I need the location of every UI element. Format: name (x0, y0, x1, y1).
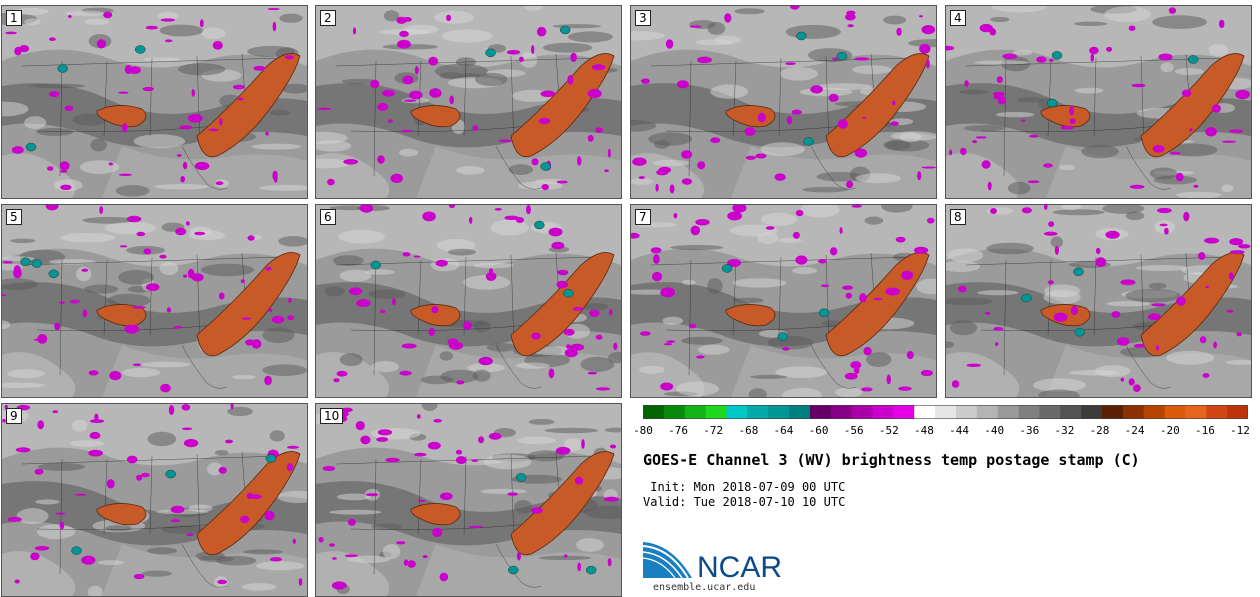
colorbar-swatch (1143, 405, 1166, 419)
colorbar-tick-label: -40 (984, 424, 1005, 437)
colorbar-tick-label: -72 (703, 424, 724, 437)
colorbar-swatch (809, 405, 832, 419)
colorbar-tick-label: -76 (668, 424, 689, 437)
colorbar-swatch (1018, 405, 1040, 419)
panel-number-label: 4 (950, 10, 966, 26)
colorbar-swatch (1060, 405, 1082, 419)
forecast-map-panel-4: 4 (945, 5, 1252, 199)
forecast-map-panel-2: 2 (315, 5, 622, 199)
forecast-map-panel-1: 1 (1, 5, 308, 199)
colorbar-tick-label: -12 (1230, 424, 1250, 437)
colorbar-swatch (976, 405, 999, 419)
colorbar-tick-label: -68 (738, 424, 759, 437)
colorbar-tick-label: -36 (1019, 424, 1040, 437)
colorbar-tick-labels: -80 -76 -72 -68 -64 -60 -56 -52 -48 -44 -40 -36 -32 -… (630, 424, 1250, 440)
colorbar-swatch (935, 405, 957, 419)
panel-number-label: 2 (320, 10, 336, 26)
colorbar-swatch (851, 405, 873, 419)
water-vapor-map (2, 205, 307, 397)
water-vapor-map (2, 404, 307, 596)
colorbar-tick-label: -28 (1089, 424, 1110, 437)
colorbar-swatch (893, 405, 915, 419)
forecast-map-panel-3: 3 (630, 5, 937, 199)
ncar-logo-text: NCAR (697, 551, 783, 584)
colorbar-swatch (789, 405, 811, 419)
colorbar-swatch (955, 405, 978, 419)
colorbar-swatch (1227, 405, 1248, 419)
forecast-map-panel-8: 8 (945, 204, 1252, 398)
colorbar-tick-label: -64 (773, 424, 794, 437)
colorbar-swatch (1081, 405, 1103, 419)
panel-number-label: 6 (320, 209, 336, 225)
colorbar-tick-label: -52 (878, 424, 899, 437)
colorbar-swatch (1164, 405, 1186, 419)
water-vapor-map (316, 6, 621, 198)
colorbar-tick-label: -56 (843, 424, 864, 437)
ncar-url: ensemble.ucar.edu (653, 582, 756, 593)
colorbar-tick-label: -16 (1194, 424, 1215, 437)
panel-number-label: 10 (320, 408, 344, 424)
forecast-map-panel-9: 9 (1, 403, 308, 597)
colorbar-swatch (1185, 405, 1207, 419)
panel-number-label: 1 (6, 10, 22, 26)
colorbar-tick-label: -32 (1054, 424, 1075, 437)
water-vapor-map (946, 6, 1251, 198)
colorbar-swatch (1039, 405, 1061, 419)
colorbar-swatch (747, 405, 769, 419)
colorbar-swatch (705, 405, 727, 419)
temperature-colorbar (643, 405, 1248, 419)
colorbar-swatch (768, 405, 790, 419)
water-vapor-map (316, 404, 621, 596)
colorbar-swatch (643, 405, 665, 419)
colorbar-tick-label: -24 (1124, 424, 1145, 437)
water-vapor-map (316, 205, 621, 397)
ncar-logo (642, 542, 692, 579)
water-vapor-map (946, 205, 1251, 397)
colorbar-swatch (1206, 405, 1228, 419)
colorbar-swatch (726, 405, 748, 419)
colorbar-swatch (1122, 405, 1145, 419)
colorbar-tick-label: -48 (913, 424, 934, 437)
panel-number-label: 3 (635, 10, 651, 26)
forecast-map-panel-5: 5 (1, 204, 308, 398)
panel-number-label: 9 (6, 408, 22, 424)
colorbar-swatch (914, 405, 936, 419)
panel-number-label: 5 (6, 209, 22, 225)
panel-number-label: 8 (950, 209, 966, 225)
colorbar-tick-label: -60 (808, 424, 829, 437)
colorbar-tick-label: -44 (949, 424, 970, 437)
forecast-map-panel-6: 6 (315, 204, 622, 398)
colorbar-tick-label: -20 (1159, 424, 1180, 437)
colorbar-swatch (663, 405, 686, 419)
water-vapor-map (631, 6, 936, 198)
water-vapor-map (631, 205, 936, 397)
page-title: GOES-E Channel 3 (WV) brightness temp po… (643, 451, 1140, 469)
colorbar-tick-label: -80 (633, 424, 653, 437)
colorbar-swatch (1101, 405, 1124, 419)
water-vapor-map (2, 6, 307, 198)
colorbar-swatch (872, 405, 894, 419)
init-time: Init: Mon 2018-07-09 00 UTC (643, 480, 846, 494)
colorbar-swatch (684, 405, 707, 419)
colorbar-swatch (997, 405, 1020, 419)
colorbar-swatch (830, 405, 853, 419)
forecast-map-panel-7: 7 (630, 204, 937, 398)
panel-number-label: 7 (635, 209, 651, 225)
valid-time: Valid: Tue 2018-07-10 10 UTC (643, 495, 846, 509)
forecast-map-panel-10: 10 (315, 403, 622, 597)
